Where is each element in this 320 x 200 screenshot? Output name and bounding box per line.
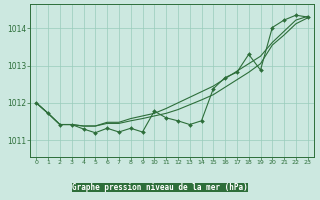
Text: Graphe pression niveau de la mer (hPa): Graphe pression niveau de la mer (hPa) — [72, 183, 248, 192]
